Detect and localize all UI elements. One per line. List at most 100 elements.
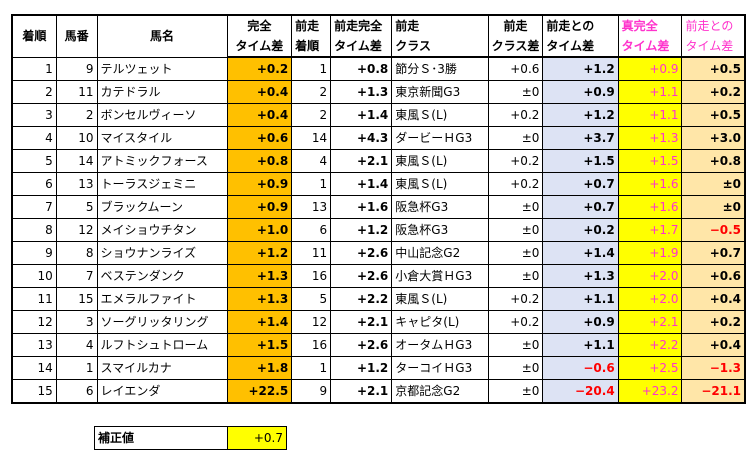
- header-prev-class-line1: 前走: [391, 14, 489, 36]
- cell-horse-name: ショウナンライズ: [96, 241, 228, 265]
- header-prev-finish-line2: 着順: [291, 36, 332, 58]
- header-perfect-line1: 完全: [226, 14, 293, 36]
- cell-vs-prev-time-diff: +0.5: [681, 56, 746, 81]
- cell-vs-prev-time-diff: +0.2: [681, 310, 746, 334]
- table-row: 2 11 カテドラル +0.4 2 +1.3 東京新聞G3 ±0 +0.9 +1.1 +0.2: [10, 80, 746, 104]
- cell-true-perfect-time-diff: +1.9: [617, 241, 683, 265]
- cell-prev-class: キャピタ(L): [391, 310, 489, 334]
- cell-class-diff: +0.2: [487, 149, 544, 173]
- cell-time-diff-vs-prev: +0.2: [542, 218, 619, 242]
- header-prev-finish-line1: 前走: [291, 14, 332, 36]
- cell-prev-finish: 1: [291, 172, 332, 196]
- cell-time-diff-vs-prev: +1.5: [542, 149, 619, 173]
- cell-prev-class: 阪急杯G3: [391, 195, 489, 219]
- cell-true-perfect-time-diff: +2.5: [617, 356, 683, 380]
- header-time-diff-line1: 前走との: [542, 14, 619, 36]
- cell-horse-name: レイエンダ: [96, 379, 228, 404]
- cell-class-diff: +0.2: [487, 310, 544, 334]
- cell-post: 7: [55, 264, 98, 288]
- cell-vs-prev-time-diff: ±0: [681, 195, 746, 219]
- header-vs-prev-line2: タイム差: [681, 36, 746, 58]
- cell-prev-perfect-time-diff: +1.3: [330, 80, 393, 104]
- table-row: 5 14 アトミックフォース +0.8 4 +2.1 東風Ｓ(L) +0.2 +1.5 +1.5 +…: [10, 149, 746, 173]
- header-class-diff-line2: クラス差: [487, 36, 544, 58]
- header-row-2: タイム差 着順 タイム差 クラス クラス差 タイム差 タイム差 タイム差: [12, 36, 746, 58]
- cell-finish: 13: [10, 333, 57, 357]
- cell-prev-perfect-time-diff: +2.6: [330, 241, 393, 265]
- cell-prev-class: 京都記念G2: [391, 379, 489, 404]
- cell-prev-class: 東風Ｓ(L): [391, 103, 489, 127]
- cell-class-diff: ±0: [487, 218, 544, 242]
- cell-prev-perfect-time-diff: +2.2: [330, 287, 393, 311]
- cell-prev-finish: 13: [291, 195, 332, 219]
- cell-true-perfect-time-diff: +1.6: [617, 195, 683, 219]
- cell-finish: 3: [10, 103, 57, 127]
- cell-class-diff: +0.6: [487, 56, 544, 81]
- cell-true-perfect-time-diff: +0.9: [617, 56, 683, 81]
- cell-post: 15: [55, 287, 98, 311]
- cell-horse-name: エメラルファイト: [96, 287, 228, 311]
- cell-prev-perfect-time-diff: +1.4: [330, 172, 393, 196]
- cell-prev-finish: 1: [291, 56, 332, 81]
- cell-vs-prev-time-diff: −0.5: [681, 218, 746, 242]
- table-row: 8 12 メイショウチタン +1.0 6 +1.2 阪急杯G3 ±0 +0.2 +1.7 −0.5: [10, 218, 746, 242]
- cell-time-diff-vs-prev: +1.1: [542, 287, 619, 311]
- cell-prev-class: 東風Ｓ(L): [391, 149, 489, 173]
- table-row: 9 8 ショウナンライズ +1.2 11 +2.6 中山記念G2 ±0 +1.4 +1.9 +0.7: [10, 241, 746, 265]
- cell-horse-name: アトミックフォース: [96, 149, 228, 173]
- cell-post: 10: [55, 126, 98, 150]
- header-prev-class-line2: クラス: [391, 36, 489, 58]
- cell-finish: 2: [10, 80, 57, 104]
- cell-time-diff-vs-prev: +1.3: [542, 264, 619, 288]
- cell-true-perfect-time-diff: +2.0: [617, 287, 683, 311]
- cell-prev-class: 東風Ｓ(L): [391, 172, 489, 196]
- header-horse-name: 馬名: [96, 14, 228, 58]
- cell-finish: 8: [10, 218, 57, 242]
- cell-vs-prev-time-diff: +0.5: [681, 103, 746, 127]
- cell-prev-finish: 5: [291, 287, 332, 311]
- cell-prev-finish: 2: [291, 80, 332, 104]
- cell-true-perfect-time-diff: +2.0: [617, 264, 683, 288]
- correction-label: 補正値: [94, 426, 228, 450]
- header-finish: 着順: [10, 14, 57, 58]
- cell-post: 6: [55, 379, 98, 404]
- cell-vs-prev-time-diff: +3.0: [681, 126, 746, 150]
- cell-finish: 10: [10, 264, 57, 288]
- table-row: 4 10 マイスタイル +0.6 14 +4.3 ダービーＨG3 ±0 +3.7 +1.3 +3.0: [10, 126, 746, 150]
- cell-prev-class: 東風Ｓ(L): [391, 287, 489, 311]
- cell-horse-name: ブラックムーン: [96, 195, 228, 219]
- cell-prev-perfect-time-diff: +4.3: [330, 126, 393, 150]
- cell-finish: 14: [10, 356, 57, 380]
- cell-prev-finish: 4: [291, 149, 332, 173]
- cell-prev-perfect-time-diff: +2.1: [330, 149, 393, 173]
- table-row: 7 5 ブラックムーン +0.9 13 +1.6 阪急杯G3 ±0 +0.7 +1.6 ±0: [10, 195, 746, 219]
- cell-perfect-time-diff: +0.4: [226, 80, 293, 104]
- correction-table: 補正値 +0.7: [94, 426, 287, 450]
- cell-prev-class: 節分Ｓ･3勝: [391, 56, 489, 81]
- cell-perfect-time-diff: +0.4: [226, 103, 293, 127]
- cell-prev-perfect-time-diff: +1.6: [330, 195, 393, 219]
- cell-class-diff: ±0: [487, 195, 544, 219]
- cell-true-perfect-time-diff: +1.1: [617, 103, 683, 127]
- cell-class-diff: +0.2: [487, 103, 544, 127]
- cell-perfect-time-diff: +0.2: [226, 56, 293, 81]
- table-row: 12 3 ソーグリッタリング +1.4 12 +2.1 キャピタ(L) +0.2 +0.9 +2.…: [10, 310, 746, 334]
- cell-time-diff-vs-prev: +3.7: [542, 126, 619, 150]
- cell-finish: 12: [10, 310, 57, 334]
- cell-post: 9: [55, 56, 98, 81]
- cell-time-diff-vs-prev: +1.2: [542, 103, 619, 127]
- cell-time-diff-vs-prev: +1.2: [542, 56, 619, 81]
- cell-prev-finish: 16: [291, 333, 332, 357]
- cell-perfect-time-diff: +0.9: [226, 172, 293, 196]
- cell-horse-name: メイショウチタン: [96, 218, 228, 242]
- cell-prev-finish: 6: [291, 218, 332, 242]
- cell-perfect-time-diff: +0.9: [226, 195, 293, 219]
- header-true-perfect-line1: 真完全: [617, 14, 683, 36]
- cell-class-diff: +0.2: [487, 172, 544, 196]
- cell-prev-class: ダービーＨG3: [391, 126, 489, 150]
- cell-finish: 1: [10, 56, 57, 81]
- table-row: 14 1 スマイルカナ +1.8 1 +1.2 ターコイＨG3 ±0 −0.6 +2.5 −1.3: [10, 356, 746, 380]
- table-row: 3 2 ボンセルヴィーソ +0.4 2 +1.4 東風Ｓ(L) +0.2 +1.2 +1.1 +0.…: [10, 103, 746, 127]
- cell-horse-name: マイスタイル: [96, 126, 228, 150]
- cell-finish: 7: [10, 195, 57, 219]
